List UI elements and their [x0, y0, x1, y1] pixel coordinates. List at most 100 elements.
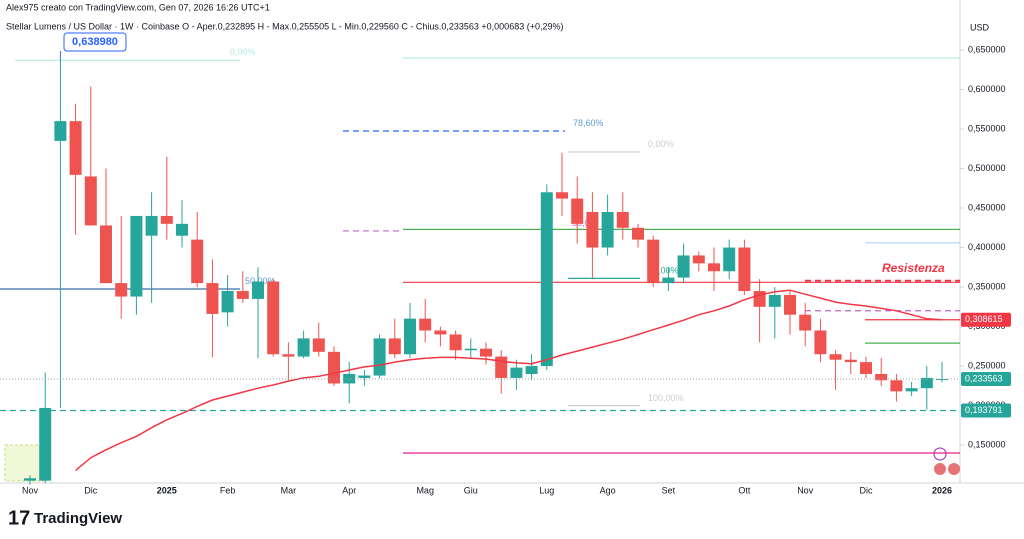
y-tick-label: 0,250000 [968, 360, 1006, 370]
x-tick-label: Dic [860, 485, 873, 495]
candle-body [404, 318, 416, 355]
price-label-box [961, 312, 1011, 327]
candle-body [844, 359, 857, 363]
x-tick-label: Nov [22, 485, 39, 495]
candle-body [677, 255, 690, 278]
y-tick-label: 0,650000 [968, 44, 1006, 54]
candle-body [708, 263, 720, 272]
candle-body [662, 277, 675, 284]
x-tick-label: Ago [600, 485, 616, 495]
candle-body [616, 211, 629, 228]
annotation: 0,00% [648, 139, 674, 149]
high-label-box [63, 32, 127, 52]
candle-body [115, 283, 128, 297]
candle-body [54, 121, 67, 141]
candle-body [464, 348, 477, 351]
candle-body [328, 351, 340, 384]
candle-body [191, 239, 204, 284]
candle-body [39, 407, 52, 481]
annotation: 50,00% [648, 266, 679, 276]
candle-body [738, 247, 751, 292]
y-tick-label: 0,350000 [968, 281, 1006, 291]
candle-body [24, 478, 36, 481]
candle-body [373, 338, 386, 376]
annotation: Resistenza [882, 261, 945, 275]
candle-body [723, 247, 736, 272]
candle-body [540, 192, 553, 367]
candle-body [84, 176, 97, 226]
price-label-box [961, 403, 1011, 418]
price-label-box [961, 372, 1011, 387]
candle-body [525, 366, 538, 374]
logo: 17 [8, 507, 30, 529]
candle-body [692, 255, 705, 264]
candle-body [556, 192, 568, 199]
annotation: 50,00% [245, 276, 276, 286]
y-tick-label: 0,550000 [968, 123, 1006, 133]
symbol-legend: Stellar Lumens / US Dollar · 1W · Coinba… [6, 21, 563, 31]
moving-average [75, 289, 943, 471]
x-tick-label: Giu [464, 485, 478, 495]
candle-body [632, 227, 644, 240]
candle-body [434, 330, 447, 335]
price-label: 0,233563 [965, 373, 1003, 383]
logo-text: TradingView [34, 510, 122, 527]
y-tick-label: 0,500000 [968, 163, 1006, 173]
y-tick-label: 0,450000 [968, 202, 1006, 212]
candle-body [449, 334, 462, 351]
candle-body [890, 380, 903, 392]
x-tick-label: Ott [738, 485, 751, 495]
candle-body [297, 338, 310, 357]
price-label: 0,308615 [965, 314, 1003, 324]
candle-body [799, 314, 812, 331]
candle-body [647, 239, 660, 284]
x-tick-label: Dic [84, 485, 97, 495]
candle-body [343, 373, 356, 384]
y-tick-label: 0,150000 [968, 439, 1006, 449]
candle-body [267, 281, 280, 355]
x-tick-label: Nov [797, 485, 814, 495]
y-axis-title: USD [970, 22, 990, 32]
event-icon[interactable] [933, 447, 947, 461]
x-tick-label: Apr [342, 485, 356, 495]
candle-body [130, 215, 143, 297]
candle-body [388, 338, 401, 355]
x-tick-label: Mag [416, 485, 434, 495]
candle-body [571, 198, 584, 224]
candle-body [176, 223, 188, 236]
candle-body [480, 348, 492, 357]
candle-body [875, 373, 888, 381]
candle-body [495, 356, 508, 378]
candle-body [905, 388, 918, 392]
candle-body [920, 377, 933, 389]
candle-body [784, 294, 796, 315]
candle-body [252, 281, 264, 299]
candle-body [358, 375, 371, 378]
candle-body [100, 225, 112, 284]
svg-text:17: 17 [8, 507, 30, 529]
y-tick-label: 0,400000 [968, 242, 1006, 252]
candle-body [312, 338, 325, 352]
candle-body [829, 354, 842, 360]
candle-body [768, 294, 781, 307]
candle-body [510, 367, 523, 378]
x-tick-label: Mar [281, 485, 297, 495]
x-tick-label: Lug [539, 485, 554, 495]
x-tick-label: 2025 [157, 485, 177, 495]
x-tick-label: 2026 [932, 485, 952, 495]
candle-body [236, 291, 249, 299]
high-label: 0,638980 [72, 36, 118, 48]
y-tick-label: 0,600000 [968, 84, 1006, 94]
annotation: 100,00% [648, 393, 684, 403]
candle-body [145, 215, 158, 236]
annotation: 78,60% [573, 118, 604, 128]
flag-icon[interactable] [948, 463, 960, 475]
candle-body [814, 330, 827, 355]
candle-body [586, 211, 599, 248]
candle-body [860, 362, 872, 374]
candle-body [206, 283, 219, 314]
candle-body [69, 121, 82, 175]
flag-icon[interactable] [934, 463, 946, 475]
annotation: 0,00% [230, 47, 256, 57]
